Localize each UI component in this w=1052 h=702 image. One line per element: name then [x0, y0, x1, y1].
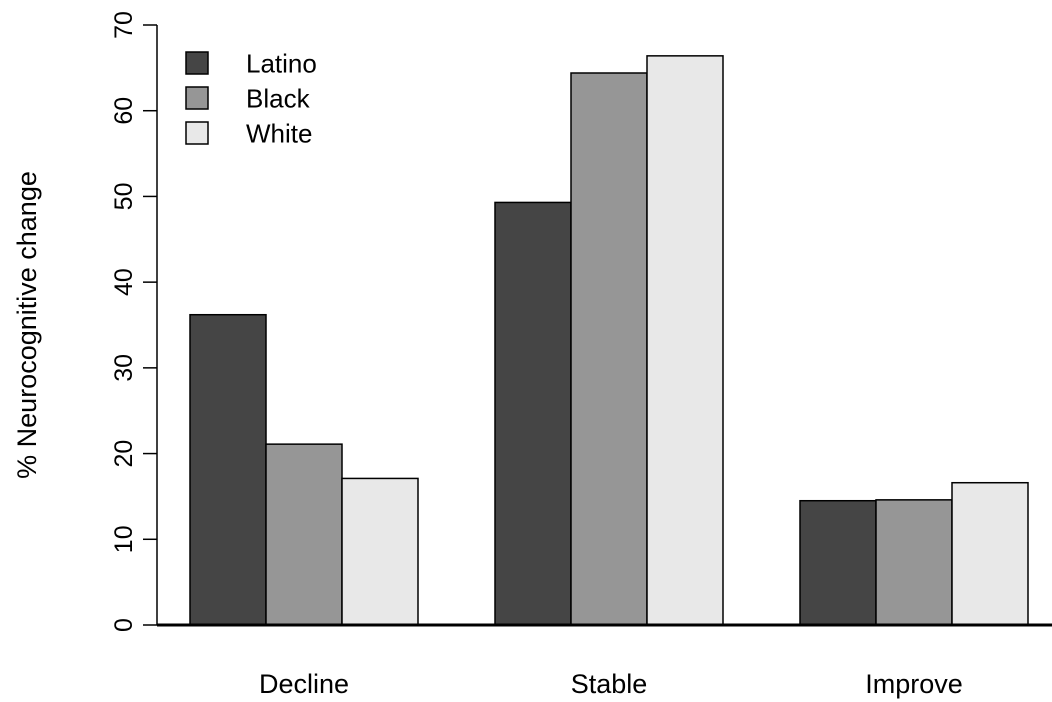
bars: [189, 55, 1029, 626]
bar-decline-white: [341, 477, 419, 626]
bar-decline-black: [265, 443, 343, 626]
legend-label-latino: Latino: [246, 48, 317, 78]
y-tick-label: 60: [110, 97, 138, 125]
bar-improve-latino: [799, 499, 877, 626]
bar-improve-white: [951, 481, 1029, 626]
legend-label-black: Black: [246, 83, 311, 113]
legend-swatch-latino: [185, 51, 209, 75]
legend: Latino Black White: [185, 48, 317, 148]
category-labels: Decline Stable Improve: [259, 669, 963, 699]
legend-swatch-black: [185, 86, 209, 110]
bar-improve-black: [875, 499, 953, 626]
y-tick-label: 40: [110, 268, 138, 296]
category-label-stable: Stable: [571, 669, 648, 699]
y-tick-label: 10: [110, 525, 138, 553]
y-axis: 0 10 20 30 40 50 60 70: [110, 11, 158, 632]
legend-label-white: White: [246, 118, 312, 148]
bar-stable-latino: [494, 201, 572, 626]
y-tick-label: 30: [110, 354, 138, 382]
y-tick-label: 50: [110, 183, 138, 211]
category-label-improve: Improve: [865, 669, 963, 699]
category-label-decline: Decline: [259, 669, 349, 699]
y-tick-label: 20: [110, 440, 138, 468]
bar-stable-black: [570, 72, 648, 626]
bar-decline-latino: [189, 313, 267, 626]
y-tick-label: 0: [110, 618, 138, 632]
y-tick-label: 70: [110, 11, 138, 39]
y-axis-label: % Neurocognitive change: [12, 171, 42, 479]
bar-stable-white: [646, 55, 724, 626]
legend-swatch-white: [185, 121, 209, 145]
